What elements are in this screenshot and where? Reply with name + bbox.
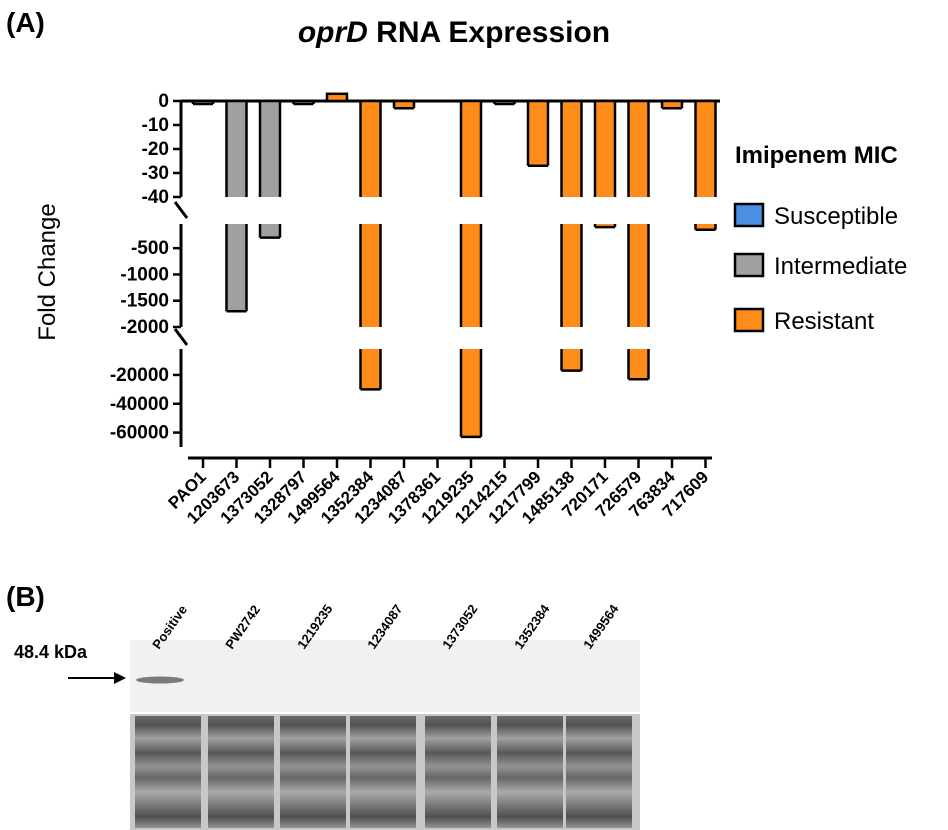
bar-1485138 xyxy=(560,99,583,372)
bar-segment xyxy=(461,224,481,327)
y-tick-label: -60000 xyxy=(110,423,169,444)
y-tick-label: -20000 xyxy=(110,365,169,386)
bar-segment xyxy=(226,224,247,312)
blot-lanes xyxy=(135,716,632,828)
bar-segment xyxy=(628,349,649,380)
bar-717609 xyxy=(694,99,717,232)
y-tick-label: -40 xyxy=(142,187,169,208)
blot-upper-panel xyxy=(130,640,640,712)
bar-segment xyxy=(528,101,548,166)
blot-lane-1219235 xyxy=(280,716,346,828)
bar-segment xyxy=(360,224,381,327)
bar-1373052 xyxy=(258,99,282,239)
x-tick-labels: PAO1120367313730521328797149956413523841… xyxy=(165,458,712,528)
bar-segment xyxy=(561,101,582,197)
panel-b-label: (B) xyxy=(6,581,45,612)
bar-726579 xyxy=(627,99,650,381)
bar-1217799 xyxy=(526,99,550,168)
bar-720171 xyxy=(593,99,617,229)
bar-segment xyxy=(628,101,649,197)
legend-label-resistant: Resistant xyxy=(774,308,874,335)
chart-title: oprD RNA Expression xyxy=(298,16,610,49)
legend-swatch-susceptible xyxy=(733,202,765,228)
y-axis-label: Fold Change xyxy=(34,203,61,340)
bar-PAO1 xyxy=(191,99,215,106)
axis-break-mark xyxy=(173,201,189,219)
bar-segment xyxy=(561,224,582,327)
y-tick-label: -40000 xyxy=(110,394,169,415)
axis-break-mark xyxy=(173,328,189,346)
bar-segment xyxy=(461,101,481,197)
bar-1499564 xyxy=(325,92,349,103)
bar-segment xyxy=(260,224,280,238)
legend-label-susceptible: Susceptible xyxy=(774,203,898,230)
y-tick-label: -1500 xyxy=(120,291,169,312)
bar-1203673 xyxy=(225,99,248,313)
y-tick-label: -20 xyxy=(142,139,169,160)
bar-segment xyxy=(628,224,649,327)
bar-1219235 xyxy=(459,99,483,439)
bar-segment xyxy=(360,349,381,390)
y-tick-label: -500 xyxy=(131,238,169,259)
legend-title: Imipenem MIC xyxy=(735,142,898,169)
chart-title-gene: oprD xyxy=(298,16,368,49)
bar-segment xyxy=(394,101,414,109)
y-tick-label: -10 xyxy=(142,115,169,136)
bar-segment xyxy=(461,349,481,437)
bar-763834 xyxy=(660,99,684,110)
bar-segment xyxy=(260,101,280,197)
bar-1234087 xyxy=(392,99,416,110)
bar-segment xyxy=(325,92,349,103)
bar-segment xyxy=(595,101,615,197)
legend-swatch-intermediate xyxy=(733,252,765,278)
y-tick-label: -2000 xyxy=(120,317,169,338)
bar-segment xyxy=(662,101,682,109)
panel-a-label: (A) xyxy=(6,7,45,38)
blot-lane-1373052 xyxy=(425,716,491,828)
bar-segment xyxy=(293,101,314,104)
y-tick-label: -1000 xyxy=(120,264,169,285)
blot-lane-1234087 xyxy=(350,716,416,828)
marker-arrow-head xyxy=(114,672,126,684)
bar-segment xyxy=(226,101,247,197)
legend-label-intermediate: Intermediate xyxy=(774,253,907,280)
blot-lane-Positive xyxy=(135,716,201,828)
y-tick-label: -30 xyxy=(142,163,169,184)
bar-segment xyxy=(595,224,615,228)
legend-swatch-resistant xyxy=(733,307,765,333)
bar-segment xyxy=(695,101,716,197)
blot-lane-1499564 xyxy=(566,716,632,828)
chart-title-rest: RNA Expression xyxy=(368,16,610,49)
blot-lane-1352384 xyxy=(497,716,563,828)
marker-label: 48.4 kDa xyxy=(14,642,88,662)
bar-segment xyxy=(193,101,213,104)
bar-1214215 xyxy=(493,99,516,106)
y-tick-label: 0 xyxy=(158,91,169,112)
blot-lane-PW2742 xyxy=(208,716,274,828)
bar-segment xyxy=(360,101,381,197)
positive-band xyxy=(136,676,184,684)
bar-1328797 xyxy=(292,99,315,106)
bar-segment xyxy=(494,101,515,104)
bar-segment xyxy=(695,224,716,230)
bar-segment xyxy=(561,349,582,371)
legend: Imipenem MIC Susceptible Intermediate Re… xyxy=(733,142,907,335)
bar-1352384 xyxy=(359,99,382,391)
chart-bars xyxy=(191,92,717,439)
